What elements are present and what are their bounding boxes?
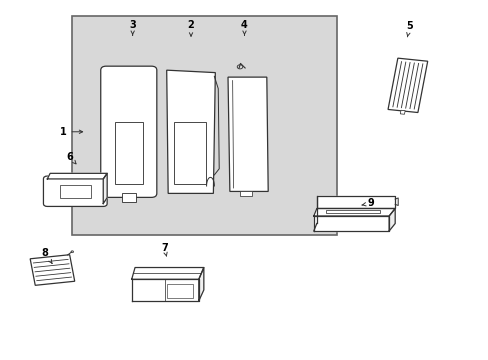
Polygon shape (313, 208, 394, 216)
Text: 7: 7 (161, 243, 167, 256)
Polygon shape (131, 279, 199, 301)
Text: 4: 4 (241, 19, 247, 35)
Polygon shape (131, 267, 203, 279)
Bar (400, 110, 405, 114)
Bar (60, 185, 90, 198)
Bar (387, 58, 427, 113)
Text: 8: 8 (41, 248, 52, 264)
Bar (240, 192, 251, 196)
Polygon shape (47, 174, 107, 179)
Text: 9: 9 (361, 198, 373, 208)
Bar (122, 193, 136, 202)
Text: 6: 6 (66, 152, 76, 164)
Polygon shape (166, 70, 215, 193)
Polygon shape (316, 196, 394, 208)
Text: 3: 3 (129, 19, 136, 35)
Bar (115, 122, 142, 184)
Polygon shape (313, 216, 388, 231)
Text: 1: 1 (60, 127, 82, 137)
Bar (325, 210, 379, 213)
FancyBboxPatch shape (43, 176, 107, 206)
Bar (30, 255, 75, 285)
FancyBboxPatch shape (101, 66, 157, 197)
Bar (72, 16, 336, 235)
Polygon shape (103, 174, 107, 203)
Polygon shape (227, 77, 267, 192)
Bar (167, 284, 192, 298)
Polygon shape (199, 267, 203, 301)
Text: 2: 2 (187, 19, 194, 36)
Text: 5: 5 (406, 21, 412, 37)
Polygon shape (388, 208, 394, 231)
Bar (174, 122, 205, 184)
